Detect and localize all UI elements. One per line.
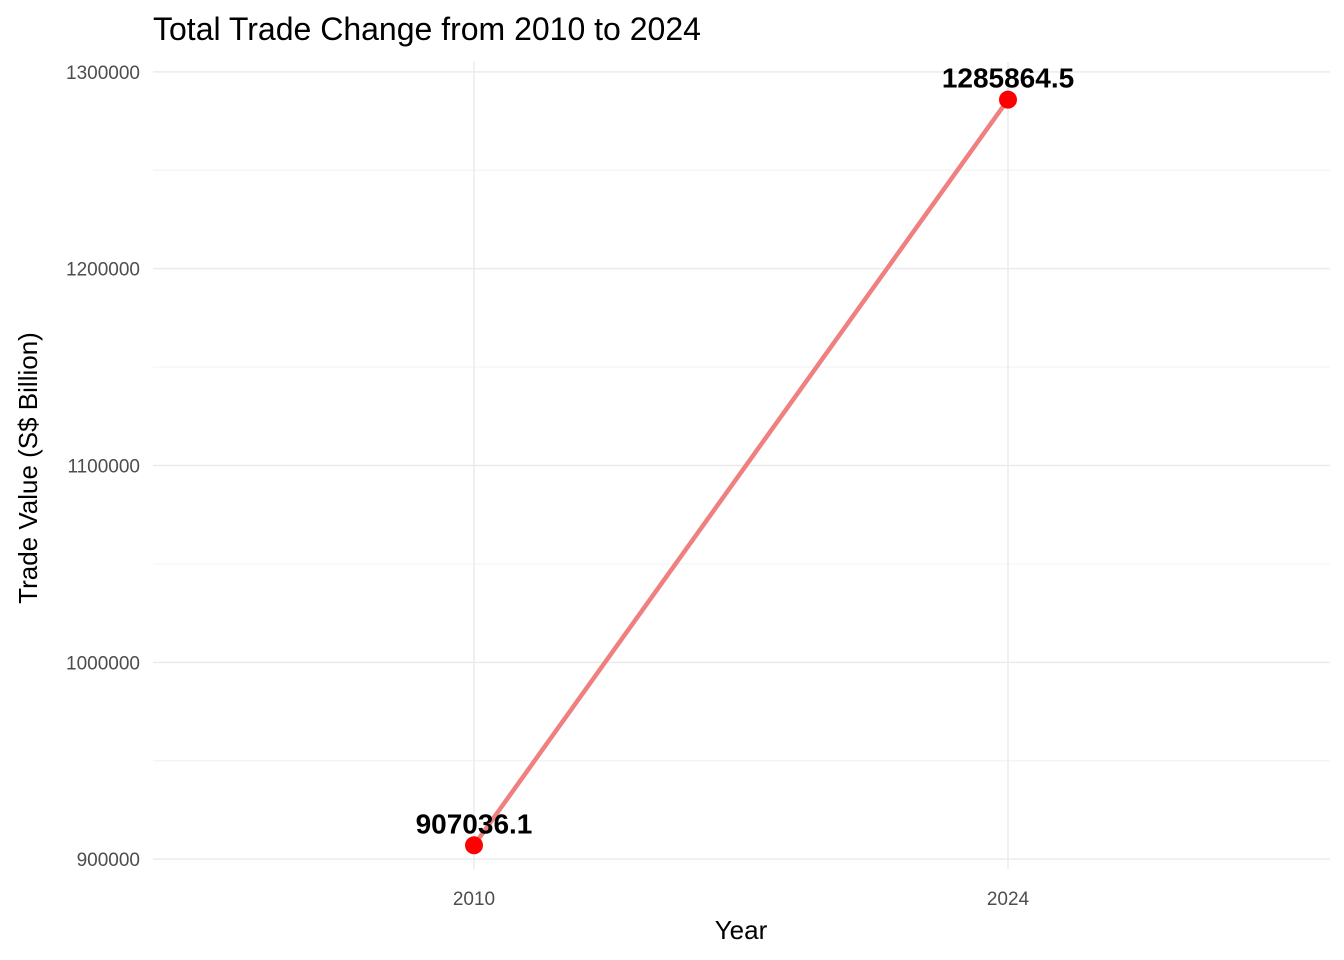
data-point xyxy=(465,836,483,855)
x-tick-label: 2024 xyxy=(987,889,1030,910)
y-tick-label: 900000 xyxy=(77,850,140,871)
x-tick-label: 2010 xyxy=(453,889,495,910)
chart-title: Total Trade Change from 2010 to 2024 xyxy=(153,11,701,47)
y-axis-title: Trade Value (S$ Billion) xyxy=(13,332,43,604)
series-total-trade xyxy=(465,90,1017,855)
grid xyxy=(153,62,1330,869)
y-tick-label: 1000000 xyxy=(66,653,140,674)
y-tick-labels: 900000 1000000 1100000 1200000 1300000 xyxy=(66,63,140,871)
y-tick-label: 1100000 xyxy=(67,457,140,478)
y-tick-label: 1300000 xyxy=(66,63,140,84)
y-tick-label: 1200000 xyxy=(66,260,140,281)
data-label: 1285864.5 xyxy=(942,63,1074,94)
data-labels: 907036.1 1285864.5 xyxy=(416,63,1075,840)
series-line xyxy=(471,97,1011,848)
x-axis-title: Year xyxy=(715,915,768,945)
data-label: 907036.1 xyxy=(416,808,533,839)
x-tick-labels: 2010 2024 xyxy=(453,889,1030,910)
data-point xyxy=(999,90,1017,109)
